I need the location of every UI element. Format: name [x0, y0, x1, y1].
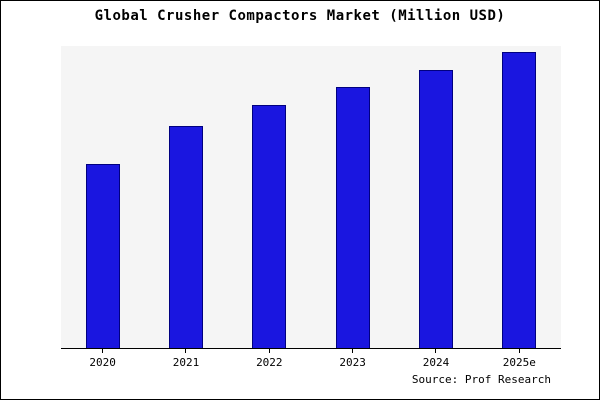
bar-2022	[252, 105, 287, 348]
x-tick-label: 2025e	[502, 356, 536, 369]
x-tick-label: 2022	[256, 356, 283, 369]
bar-slot	[394, 46, 477, 348]
x-tick-label: 2024	[422, 356, 450, 369]
axis-tick	[518, 349, 520, 353]
bar-slot	[144, 46, 227, 348]
x-axis: 2020 2021 2022 2023 2024 2025e	[61, 349, 561, 369]
x-tick-label: 2021	[172, 356, 200, 369]
x-label-slot: 2021	[144, 349, 227, 369]
x-tick-label: 2020	[89, 356, 116, 369]
bar-2024	[418, 69, 453, 348]
plot-area	[61, 46, 561, 349]
bar-slot	[478, 46, 561, 348]
chart-title: Global Crusher Compactors Market (Millio…	[94, 8, 506, 24]
x-tick-label: 2023	[339, 356, 366, 369]
bar-slot	[311, 46, 394, 348]
axis-tick	[268, 349, 270, 353]
x-label-slot: 2023	[311, 349, 394, 369]
axis-tick	[102, 349, 104, 353]
axis-tick	[185, 349, 187, 353]
bar-slot	[228, 46, 311, 348]
axis-tick	[352, 349, 354, 353]
bar-2021	[168, 125, 203, 348]
x-label-slot: 2022	[228, 349, 311, 369]
x-label-slot: 2025e	[478, 349, 561, 369]
source-text: Source: Prof Research	[411, 373, 551, 386]
bar-2025e	[502, 51, 537, 348]
bar-2023	[335, 87, 370, 348]
bar-2020	[85, 164, 120, 348]
x-label-slot: 2020	[61, 349, 144, 369]
x-label-slot: 2024	[394, 349, 477, 369]
bar-slot	[61, 46, 144, 348]
axis-tick	[435, 349, 437, 353]
